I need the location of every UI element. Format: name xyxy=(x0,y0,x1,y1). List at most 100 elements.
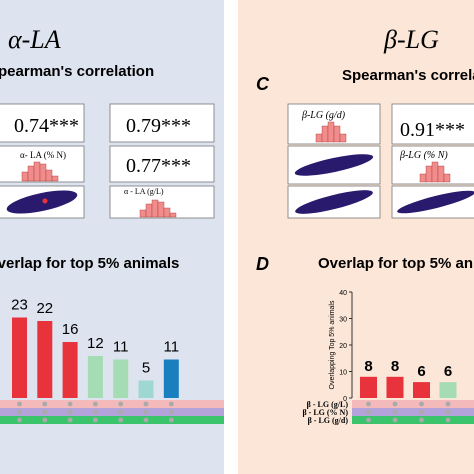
dot xyxy=(419,401,424,407)
bar xyxy=(62,342,78,398)
bar-label: 6 xyxy=(417,363,425,380)
stripe xyxy=(0,416,224,424)
title: α-LA xyxy=(8,25,61,54)
dot xyxy=(366,409,371,415)
bar xyxy=(360,376,377,398)
stripe xyxy=(352,416,474,424)
row-label: β - LG (g/L) xyxy=(307,400,349,409)
heading: Spearman's correlation xyxy=(0,63,154,80)
corr: 0.91*** xyxy=(400,119,465,141)
dot xyxy=(419,417,424,423)
heading: Spearman's correlation xyxy=(342,67,474,84)
bar-label: 8 xyxy=(364,358,372,375)
bar-label: 8 xyxy=(391,358,399,375)
scatter xyxy=(294,154,374,176)
dot xyxy=(168,401,174,407)
histogram xyxy=(315,121,451,183)
dot xyxy=(93,401,98,407)
title: β-LG xyxy=(383,25,439,54)
dot xyxy=(419,409,424,415)
dot xyxy=(445,417,451,423)
bar-label: 11 xyxy=(164,339,180,356)
stripe xyxy=(352,400,474,408)
corr: 0.77*** xyxy=(126,155,191,177)
dot xyxy=(445,409,451,415)
dot xyxy=(366,401,371,407)
bar xyxy=(37,321,53,398)
bar xyxy=(12,317,27,398)
bar-label: 22 xyxy=(36,300,53,317)
dot xyxy=(17,417,22,423)
bar xyxy=(138,380,154,398)
bar xyxy=(87,356,103,398)
dot xyxy=(93,417,98,423)
bar-label: 16 xyxy=(62,321,79,338)
scatter xyxy=(295,190,373,214)
dot xyxy=(42,417,48,423)
dot xyxy=(366,417,371,423)
bar xyxy=(386,376,404,398)
dot xyxy=(67,401,73,407)
cell xyxy=(391,103,474,145)
dot xyxy=(67,417,73,423)
y-tick-label: 10 xyxy=(339,370,347,377)
cell xyxy=(109,145,215,183)
overlap-heading: Overlap for top 5% animals xyxy=(318,255,474,272)
dot xyxy=(118,409,124,415)
dot xyxy=(118,417,124,423)
stripe xyxy=(0,400,224,408)
right-content: β-LG C Spearman's correlation β-LG (g/d)… xyxy=(256,25,474,425)
bar-label: 6 xyxy=(444,363,452,380)
dot xyxy=(392,417,398,423)
dot xyxy=(143,401,149,407)
dot xyxy=(17,401,22,407)
dot xyxy=(42,409,48,415)
row-label: β - LG (g/d) xyxy=(308,416,349,425)
y-tick-label: 30 xyxy=(339,317,347,324)
cell xyxy=(0,103,85,143)
dot xyxy=(42,401,48,407)
y-tick-label: 0 xyxy=(343,396,347,403)
bar xyxy=(413,382,430,398)
bar-label: 12 xyxy=(87,335,104,352)
var-label: β-LG (% N) xyxy=(399,150,448,161)
bar xyxy=(163,359,179,398)
y-tick-label: 40 xyxy=(339,290,347,297)
y-tick-label: 20 xyxy=(339,343,347,350)
dot xyxy=(392,409,398,415)
bar-label: 11 xyxy=(113,339,129,356)
dot xyxy=(168,417,174,423)
overlap-heading: Overlap for top 5% animals xyxy=(0,255,179,272)
right-panel xyxy=(238,0,474,474)
bar-label: 5 xyxy=(142,360,150,377)
dot xyxy=(445,401,451,407)
histogram xyxy=(21,161,177,218)
var-label: α- LA (% N) xyxy=(20,150,66,160)
bar xyxy=(113,359,129,398)
var-label: α - LA (g/L) xyxy=(124,187,164,196)
stripe xyxy=(352,408,474,416)
left-content: α-LA Spearman's correlation 0.74*** 0.79… xyxy=(0,25,224,424)
dot xyxy=(168,409,174,415)
bar xyxy=(439,382,457,398)
dot xyxy=(392,401,398,407)
dot xyxy=(143,409,149,415)
stripe xyxy=(0,408,224,416)
panel-label: C xyxy=(256,74,270,94)
dot xyxy=(143,417,149,423)
row-label: β - LG (% N) xyxy=(302,408,348,417)
dot xyxy=(67,409,73,415)
bar-label: 23 xyxy=(11,297,28,314)
dot xyxy=(93,409,98,415)
dot xyxy=(17,409,22,415)
corr: 0.79*** xyxy=(126,115,191,137)
corr: 0.74*** xyxy=(14,115,79,137)
y-axis-label: Overlapping Top 5% animals xyxy=(329,300,336,389)
scatter xyxy=(6,190,78,214)
scatter-center xyxy=(42,198,48,204)
panel-label: D xyxy=(256,254,269,274)
cell xyxy=(109,103,215,143)
dot xyxy=(118,401,124,407)
